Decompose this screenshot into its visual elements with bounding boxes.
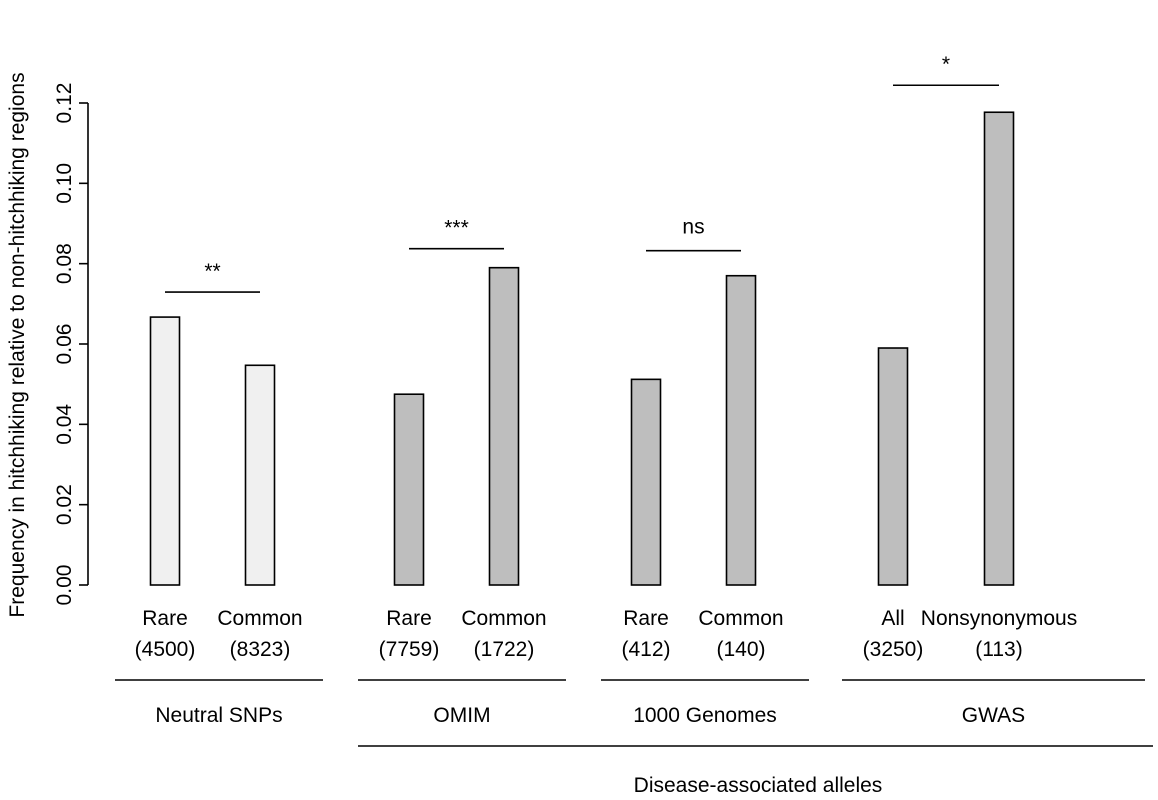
super-group-label: Disease-associated alleles (634, 774, 883, 797)
y-tick-label: 0.06 (53, 324, 76, 365)
category-count: (140) (716, 638, 765, 661)
bar-1-0 (393, 393, 425, 586)
category-count: (3250) (863, 638, 924, 661)
bar-3-1 (983, 111, 1015, 586)
category-label: Nonsynonymous (921, 607, 1077, 630)
category-label: All (881, 607, 904, 630)
y-axis: 0.00 0.02 0.04 0.06 0.08 0.10 0.12 (53, 83, 89, 606)
bars (149, 111, 1015, 586)
category-count: (113) (975, 638, 1022, 661)
category-label: Common (217, 607, 302, 630)
bar-0-1 (244, 364, 276, 586)
category-label: Rare (142, 607, 188, 630)
bar-3-0 (877, 347, 909, 586)
y-tick-label: 0.10 (53, 163, 76, 204)
bar-2-0 (630, 378, 662, 586)
bar-2-1 (725, 274, 757, 586)
y-tick-label: 0.00 (53, 565, 76, 606)
group-label: OMIM (433, 704, 490, 727)
category-label: Common (461, 607, 546, 630)
y-tick-label: 0.04 (53, 404, 76, 445)
significance-label: * (942, 53, 950, 76)
bar-0-0 (149, 316, 181, 586)
significance-brackets: ***** ns* (165, 53, 999, 293)
significance-label: ns (682, 216, 704, 239)
group-label: GWAS (962, 704, 1025, 727)
y-tick-label: 0.12 (53, 83, 76, 124)
category-count: (7759) (379, 638, 440, 661)
y-axis-label: Frequency in hitchhiking relative to non… (6, 72, 29, 617)
category-labels: Rare (4500) Common (8323) Rare (7759) Common (1… (135, 607, 1078, 661)
category-count: (412) (621, 638, 670, 661)
group-label: Neutral SNPs (155, 704, 282, 727)
category-label: Rare (623, 607, 669, 630)
category-label: Common (698, 607, 783, 630)
bar-1-1 (488, 266, 520, 586)
group-labels: Neutral SNPs OMIM 1000 Genomes GWAS (115, 679, 1145, 727)
significance-label: *** (444, 217, 469, 240)
y-tick-label: 0.02 (53, 484, 76, 525)
significance-label: ** (204, 260, 220, 283)
group-label: 1000 Genomes (633, 704, 777, 727)
category-count: (8323) (230, 638, 291, 661)
category-label: Rare (386, 607, 432, 630)
category-count: (4500) (135, 638, 196, 661)
category-count: (1722) (474, 638, 535, 661)
y-tick-label: 0.08 (53, 243, 76, 284)
